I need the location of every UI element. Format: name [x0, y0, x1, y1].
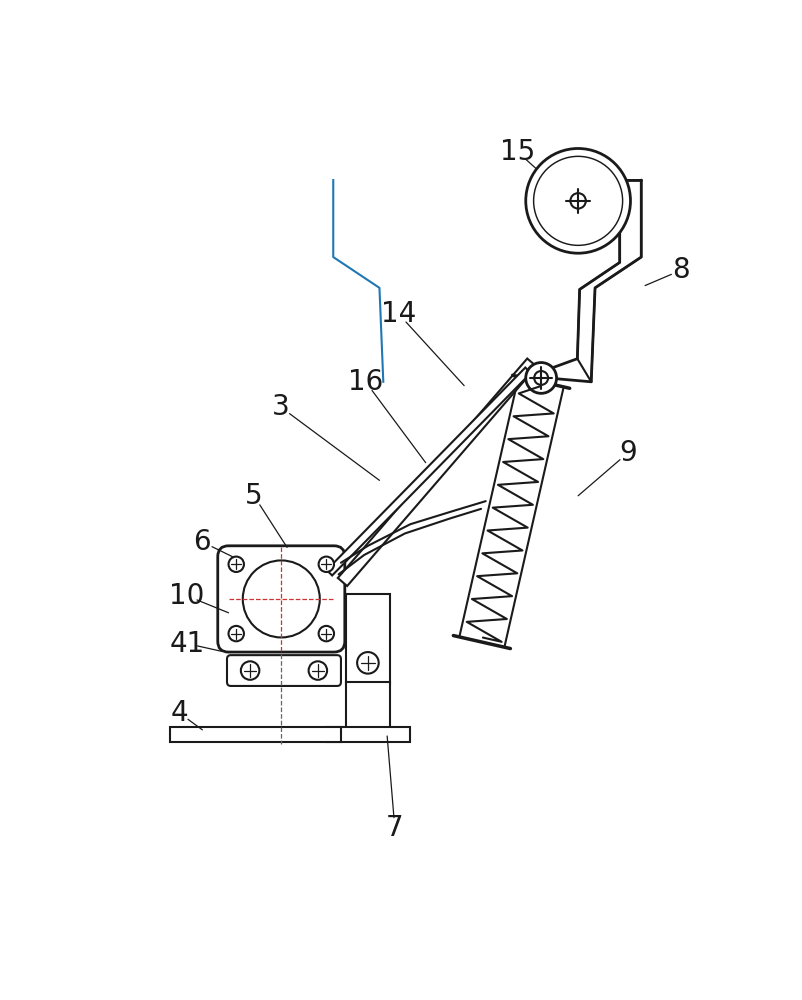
Circle shape: [318, 557, 334, 572]
Circle shape: [534, 371, 548, 385]
Text: 14: 14: [381, 300, 416, 328]
Polygon shape: [326, 368, 531, 575]
Circle shape: [526, 148, 630, 253]
Bar: [346, 594, 391, 684]
Circle shape: [533, 156, 622, 245]
Circle shape: [241, 661, 259, 680]
Bar: [346, 682, 391, 728]
Circle shape: [229, 626, 244, 641]
Text: 5: 5: [245, 482, 263, 510]
Polygon shape: [577, 180, 642, 382]
Circle shape: [318, 626, 334, 641]
Circle shape: [243, 560, 320, 637]
Text: 6: 6: [193, 528, 211, 556]
Text: 41: 41: [169, 630, 205, 658]
Text: 9: 9: [619, 439, 637, 467]
Text: 16: 16: [348, 368, 383, 396]
Text: 8: 8: [673, 256, 690, 284]
Circle shape: [570, 193, 585, 209]
Text: 7: 7: [386, 814, 403, 842]
Text: 4: 4: [171, 699, 188, 727]
Bar: [326, 727, 411, 742]
FancyBboxPatch shape: [218, 546, 345, 652]
FancyBboxPatch shape: [227, 655, 341, 686]
Circle shape: [229, 557, 244, 572]
Text: 10: 10: [169, 582, 205, 610]
Polygon shape: [338, 359, 537, 586]
Circle shape: [357, 652, 379, 674]
Bar: [170, 727, 341, 742]
Text: 15: 15: [500, 138, 536, 166]
Text: 3: 3: [272, 393, 290, 421]
Circle shape: [526, 363, 557, 393]
Circle shape: [309, 661, 327, 680]
